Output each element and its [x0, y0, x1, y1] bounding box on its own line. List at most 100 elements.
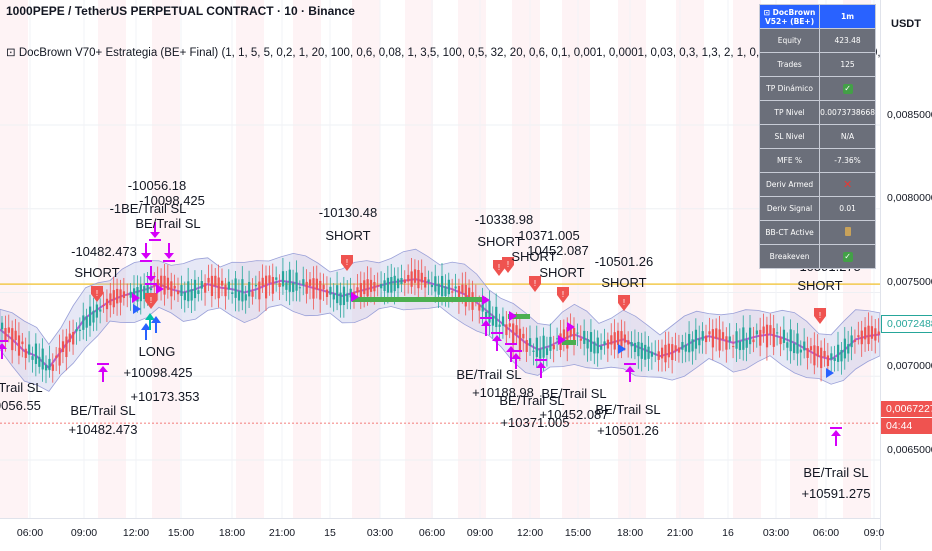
candle-body [833, 358, 836, 362]
candle-body [214, 275, 217, 287]
candle-body [769, 325, 772, 334]
stats-value: 0.01 [819, 196, 876, 221]
candle-body [454, 286, 457, 289]
stats-table: ⊡ DocBrown V52+ (BE+) 1m Equity 423.48 T… [758, 4, 876, 269]
candle-body [309, 279, 312, 286]
candle-body [285, 282, 288, 290]
stats-header-key: ⊡ DocBrown V52+ (BE+) [758, 4, 821, 29]
trade-markers: !!!!!!!!! [0, 222, 842, 446]
candle-body [332, 293, 335, 300]
candle-body [518, 328, 522, 351]
candle-body [78, 329, 82, 331]
candle-body [89, 306, 92, 326]
candle-body [505, 324, 508, 336]
stats-value: 423.48 [819, 28, 876, 53]
candle-body [498, 324, 501, 327]
trade-label: BE/Trail SL [70, 403, 135, 418]
candle-body [417, 269, 420, 289]
stats-value: ✕ [819, 172, 876, 197]
trade-label: -10501.26 [595, 254, 654, 269]
chart-area[interactable]: !!!!!!!!! -10482.473 SHORT BE/Trail SL +… [0, 0, 880, 518]
candle-body [539, 349, 542, 359]
price-axis[interactable]: USDT 0,0085000 0,0080000 0,0075000 0,007… [880, 0, 932, 550]
stats-row: TP Nivel 0.0073738668 [758, 100, 876, 125]
signal-triangle-icon [558, 335, 566, 345]
candle-body [705, 335, 708, 343]
candle-body [17, 335, 21, 356]
candle-body [34, 343, 38, 364]
grid-lines [0, 0, 880, 518]
candle-body [742, 327, 745, 350]
signal-triangle-icon [618, 344, 626, 354]
candle-body [545, 348, 549, 356]
candle-body [688, 334, 691, 353]
candle-body [82, 315, 85, 330]
candle-body [823, 350, 826, 358]
stats-row: BB-CT Active [758, 220, 876, 245]
candle-body [45, 364, 48, 371]
flag-glyph: ! [346, 258, 348, 267]
short-flag-icon [91, 286, 103, 302]
candle-body [356, 287, 359, 293]
countdown-badge: 04:44 [881, 418, 932, 434]
candle-body [221, 280, 224, 286]
signal-triangle-icon [482, 295, 490, 305]
checkmark-icon: ✓ [842, 251, 853, 262]
candle-body [390, 276, 393, 293]
candle-body [7, 327, 10, 333]
candle-body [816, 346, 819, 357]
trade-label: +10452.087 [539, 407, 608, 422]
candle-body [508, 323, 511, 327]
candle-body [491, 316, 494, 326]
candle-body [21, 341, 24, 345]
candle-body [319, 280, 322, 300]
candle-body [820, 347, 823, 369]
candle-body [163, 275, 166, 295]
symbol-title[interactable]: 1000PEPE / TetherUS PERPETUAL CONTRACT ·… [6, 4, 355, 18]
time-label: 09:00 [70, 527, 98, 539]
candle-body [133, 288, 136, 301]
short-flag-icon [145, 293, 157, 309]
time-label: 18:00 [616, 527, 644, 539]
time-axis[interactable]: 06:00 09:00 12:00 15:00 18:00 21:00 15 03:00 06:… [0, 518, 884, 551]
candle-body [85, 316, 88, 328]
candle-body [874, 328, 877, 341]
candle-body [231, 292, 234, 294]
stats-row: TP Dinámico ✓ [758, 76, 876, 101]
trade-label: SHORT [601, 275, 646, 290]
candle-body [393, 275, 396, 292]
candle-body [813, 345, 816, 366]
position-bar [562, 340, 576, 345]
session-stripe [98, 0, 126, 518]
signal-triangle-icon [509, 311, 517, 321]
time-label: 06:00 [16, 527, 44, 539]
candle-body [752, 339, 755, 343]
candle-body [234, 278, 237, 298]
candle-body [180, 285, 183, 296]
candle-body [112, 290, 115, 308]
candle-body [403, 279, 406, 283]
flag-glyph: ! [562, 290, 564, 299]
candle-body [501, 316, 505, 326]
candle-body [224, 284, 227, 297]
candle-body [549, 336, 552, 351]
candle-body [759, 329, 762, 346]
trade-label: SHORT [511, 249, 556, 264]
position-bars [352, 297, 576, 345]
candle-body [596, 337, 599, 354]
candle-body [481, 298, 484, 312]
candle-body [237, 291, 241, 301]
long-arrow-icon [151, 316, 161, 323]
candle-body [745, 339, 748, 348]
indicator-legend[interactable]: ⊡ DocBrown V70+ Estrategia (BE+ Final) (… [6, 47, 880, 59]
price-chart[interactable]: !!!!!!!!! -10482.473 SHORT BE/Trail SL +… [0, 0, 880, 518]
candle-body [877, 331, 880, 335]
exit-arrow-icon [0, 343, 7, 349]
candle-body [569, 326, 572, 337]
candle-body [298, 287, 302, 289]
candle-body [55, 355, 58, 358]
price-tick: 0,0085000 [887, 109, 932, 121]
candle-body [864, 327, 867, 340]
candle-body [288, 269, 291, 292]
currency-label[interactable]: USDT [891, 18, 921, 30]
